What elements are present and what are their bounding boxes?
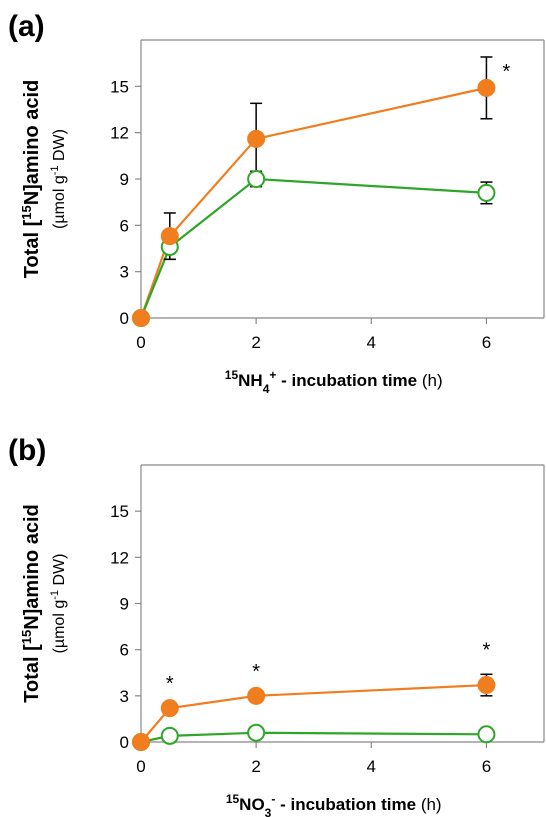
series-line	[139, 177, 487, 319]
panel-label: (b)	[8, 434, 46, 467]
x-axis-label-sub: 3	[265, 806, 272, 817]
x-tick-label: 4	[367, 333, 376, 352]
x-axis-label-ion: NH	[238, 371, 263, 390]
y-tick-label: 3	[120, 263, 129, 282]
panel-label: (a)	[8, 10, 45, 43]
x-axis-label: 15NH4+ - incubation time (h)	[225, 368, 443, 396]
x-axis-label-charge: -	[271, 792, 275, 806]
data-point	[247, 723, 266, 742]
data-point	[477, 725, 496, 744]
significance-star: *	[252, 661, 260, 683]
series-line	[140, 683, 487, 743]
series-line	[139, 86, 487, 319]
significance-star: *	[166, 673, 174, 695]
y-tick-label: 12	[110, 548, 129, 567]
data-point	[247, 686, 266, 705]
data-point	[132, 309, 150, 327]
y-axis-label-sup: 15	[19, 630, 34, 644]
data-point	[477, 78, 496, 97]
data-point	[247, 170, 266, 188]
x-tick-label: 6	[482, 757, 491, 776]
y-axis-unit: (µmol g-1 DW)	[49, 554, 68, 654]
y-axis-label-text: N]amino acid	[21, 504, 43, 630]
y-tick-label: 15	[110, 502, 129, 521]
y-axis-unit: (µmol g-1 DW)	[49, 129, 68, 229]
y-tick-label: 6	[120, 216, 129, 235]
data-point	[160, 227, 179, 246]
y-axis-label-text: N]amino acid	[21, 80, 43, 206]
data-point	[477, 183, 496, 202]
y-axis-unit-text: DW)	[51, 554, 68, 590]
data-point	[477, 676, 496, 695]
y-axis-unit-text: (µmol g	[51, 175, 68, 229]
data-point	[160, 699, 179, 718]
x-axis-label-sub: 4	[263, 382, 270, 396]
x-axis-label-sup: 15	[225, 368, 239, 382]
x-tick-label: 2	[251, 333, 260, 352]
y-tick-label: 12	[110, 124, 129, 143]
y-axis-label-text: Total [	[21, 219, 43, 278]
x-axis-label-text: - incubation time	[276, 371, 417, 390]
y-tick-label: 0	[120, 733, 129, 752]
x-tick-label: 6	[482, 333, 491, 352]
x-axis-label: 15NO3- - incubation time (h)	[226, 792, 442, 817]
significance-star: *	[483, 639, 491, 661]
x-axis-label-unit: (h)	[416, 795, 442, 814]
y-tick-label: 6	[120, 641, 129, 660]
y-axis-label-sup: 15	[19, 205, 34, 219]
x-tick-label: 0	[136, 333, 145, 352]
y-tick-label: 0	[120, 309, 129, 328]
y-tick-label: 9	[120, 595, 129, 614]
series-line	[140, 731, 487, 744]
x-axis-label-unit: (h)	[417, 371, 443, 390]
y-axis-label-text: Total [	[21, 644, 43, 703]
x-tick-label: 0	[136, 757, 145, 776]
data-point	[132, 733, 150, 751]
data-point	[160, 726, 179, 745]
y-tick-label: 15	[110, 77, 129, 96]
y-tick-label: 3	[120, 687, 129, 706]
y-axis-unit-sup: -1	[49, 590, 61, 600]
significance-star: *	[503, 61, 511, 83]
x-axis-label-sup: 15	[226, 792, 240, 806]
y-tick-label: 9	[120, 170, 129, 189]
data-point	[247, 129, 266, 148]
x-axis-label-text: - incubation time	[275, 795, 416, 814]
x-tick-label: 2	[251, 757, 260, 776]
x-axis-label-charge: +	[269, 368, 276, 382]
y-axis-unit-sup: -1	[49, 165, 61, 175]
y-axis-label: Total [15N]amino acid	[19, 80, 44, 279]
x-tick-label: 4	[367, 757, 376, 776]
y-axis-unit-text: DW)	[51, 129, 68, 165]
y-axis-label: Total [15N]amino acid	[19, 504, 44, 703]
x-axis-label-ion: NO	[239, 795, 265, 814]
y-axis-unit-text: (µmol g	[51, 600, 68, 654]
